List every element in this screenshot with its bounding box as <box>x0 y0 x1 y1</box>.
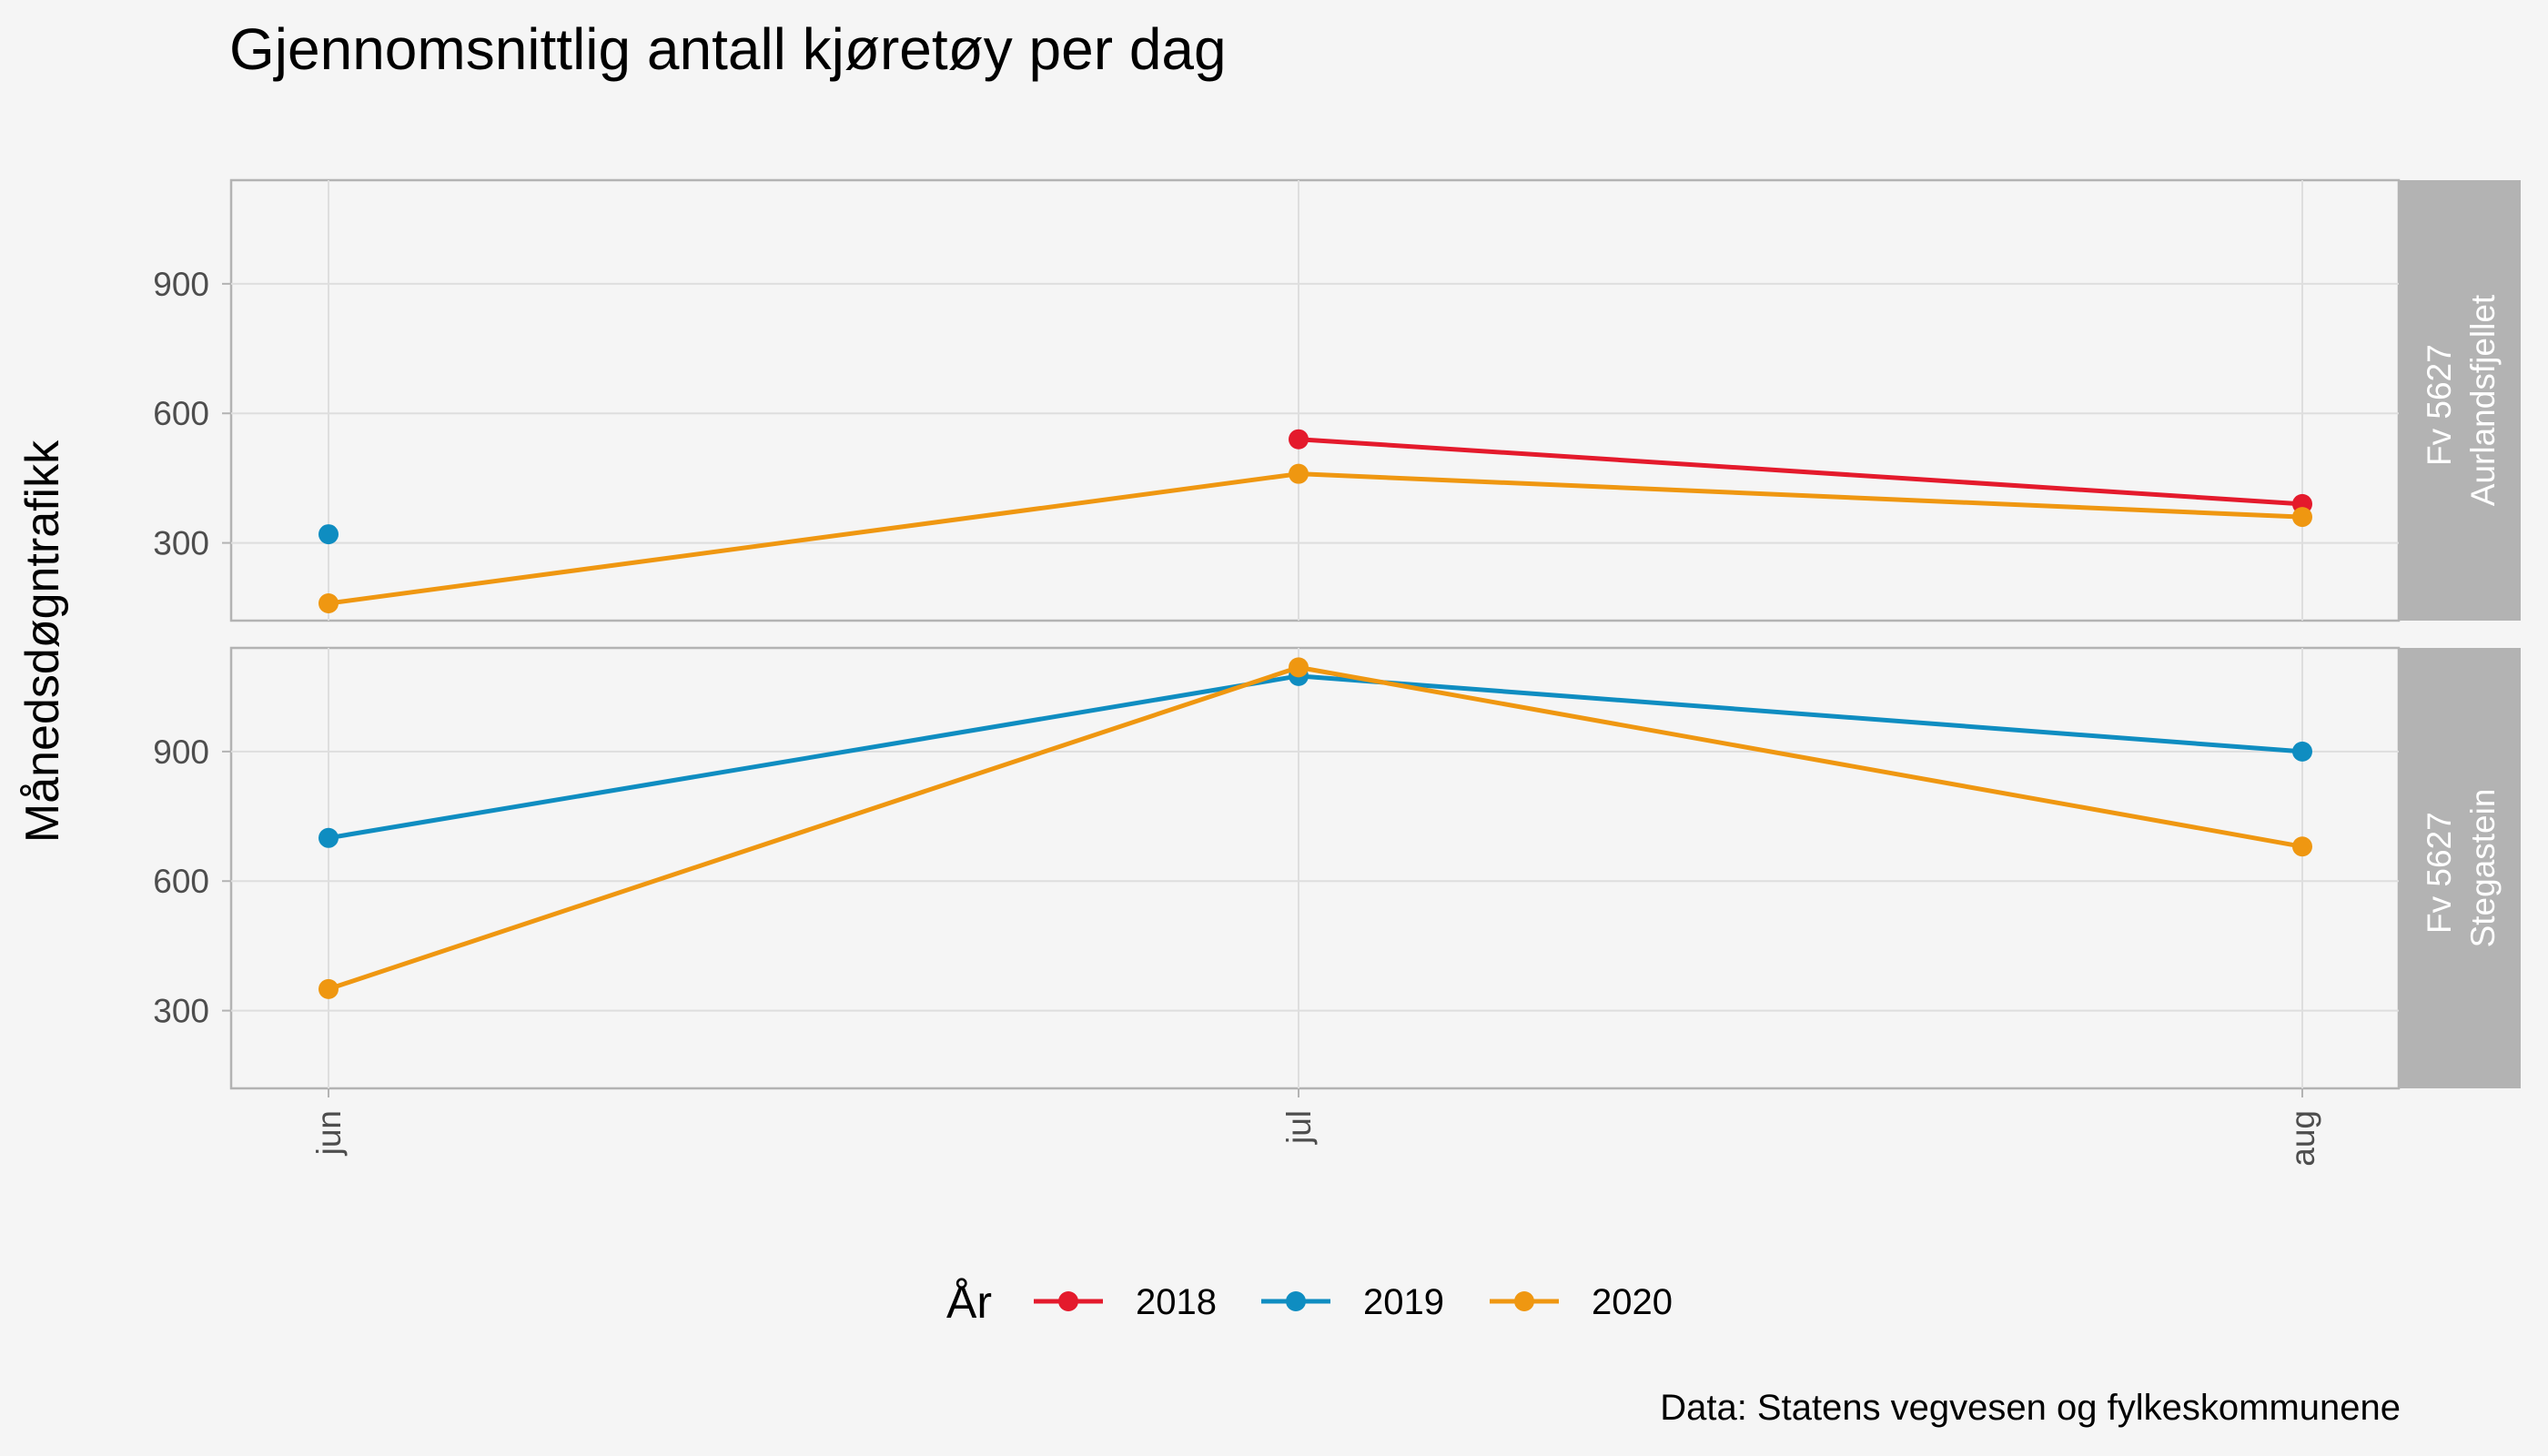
panel-2: 300 600 900 Fv 5627 Stegastein <box>153 646 2521 1090</box>
chart-caption: Data: Statens vegvesen og fylkeskommunen… <box>1660 1388 2401 1428</box>
x-tick-label: jul <box>1280 1110 1318 1145</box>
panel-2-strip-line1: Fv 5627 <box>2421 812 2458 934</box>
legend-label-2020: 2020 <box>1592 1282 1673 1322</box>
legend: År 2018 2019 2020 <box>946 1277 1673 1328</box>
legend-label-2019: 2019 <box>1363 1282 1444 1322</box>
panel-1: 300 600 900 Fv 5627 Aurlandsfjellet <box>153 178 2521 622</box>
data-point-2020 <box>318 593 339 614</box>
data-point-2020 <box>318 978 339 999</box>
data-point-2019 <box>318 524 339 545</box>
panel-2-y-ticks: 300 600 900 <box>153 733 231 1030</box>
panel-1-y-ticks: 300 600 900 <box>153 266 231 562</box>
panel-1-grid <box>231 180 2399 621</box>
data-point-2019 <box>2292 741 2312 762</box>
data-point-2019 <box>318 827 339 848</box>
data-point-2020 <box>1289 463 1309 484</box>
panel-1-strip-label: Fv 5627 Aurlandsfjellet <box>2421 294 2502 506</box>
x-axis-ticks: jun jul aug <box>310 1088 2321 1167</box>
data-point-2018 <box>1289 429 1309 450</box>
panel-2-strip <box>2399 648 2521 1088</box>
panel-2-background <box>229 646 2401 1090</box>
y-axis-label: Månedsdøgntrafikk <box>16 440 69 843</box>
chart-title: Gjennomsnittlig antall kjøretøy per dag <box>229 16 1227 82</box>
panel-1-background <box>229 178 2401 622</box>
legend-items: 2018 2019 2020 <box>1034 1282 1673 1322</box>
legend-title: År <box>946 1277 992 1328</box>
legend-key-point-2018 <box>1058 1291 1078 1311</box>
y-tick-label: 900 <box>153 266 209 303</box>
legend-key-point-2019 <box>1286 1291 1306 1311</box>
x-tick-label: aug <box>2284 1110 2321 1167</box>
panel-1-strip-line2: Aurlandsfjellet <box>2464 294 2502 506</box>
y-tick-label: 300 <box>153 525 209 562</box>
x-tick-label: jun <box>310 1110 348 1156</box>
panel-1-strip <box>2399 180 2521 621</box>
data-point-2020 <box>1289 657 1309 678</box>
panel-2-strip-label: Fv 5627 Stegastein <box>2421 789 2502 948</box>
panel-2-strip-line2: Stegastein <box>2464 789 2502 948</box>
panel-1-series <box>318 429 2312 614</box>
data-point-2020 <box>2292 836 2312 857</box>
y-tick-label: 600 <box>153 863 209 900</box>
panel-1-strip-line1: Fv 5627 <box>2421 344 2458 466</box>
legend-label-2018: 2018 <box>1136 1282 1217 1322</box>
legend-key-point-2020 <box>1514 1291 1534 1311</box>
data-point-2020 <box>2292 507 2312 528</box>
y-tick-label: 900 <box>153 733 209 771</box>
series-line-2018 <box>1298 437 2303 507</box>
y-tick-label: 300 <box>153 993 209 1030</box>
panel-2-series <box>318 657 2312 999</box>
y-tick-label: 600 <box>153 395 209 432</box>
panel-2-grid <box>231 648 2399 1088</box>
